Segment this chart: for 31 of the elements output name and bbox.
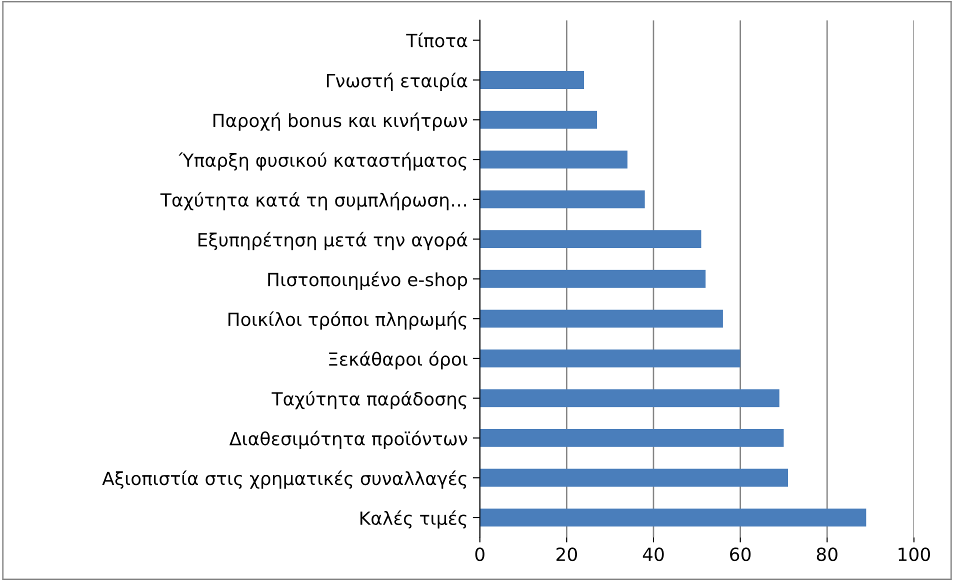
y-tick-label: Πιστοποιημένο e-shop <box>268 272 468 290</box>
bar <box>480 310 723 328</box>
bar <box>480 508 866 526</box>
x-tick-label: 0 <box>475 547 484 562</box>
bar <box>480 190 645 208</box>
bar <box>480 110 598 129</box>
bar <box>480 230 702 248</box>
y-tick-label: Εξυπηρέτηση μετά την αγορά <box>198 232 468 250</box>
x-tick-label: 80 <box>816 547 838 562</box>
bar <box>480 349 740 368</box>
bar <box>480 270 706 288</box>
y-tick-label: Καλές τιμές <box>360 510 466 529</box>
bar <box>480 389 780 408</box>
x-tick-label: 60 <box>730 547 751 562</box>
bar <box>480 150 628 168</box>
bar <box>480 429 784 447</box>
y-tick-label: Ποικίλοι τρόποι πληρωμής <box>228 311 466 330</box>
y-tick-label: Ύπαρξη φυσικού καταστήματος <box>178 152 466 171</box>
y-tick-label: Γνωστή εταιρία <box>326 72 468 91</box>
x-tick-label: 100 <box>898 547 930 562</box>
y-tick-label: Τίποτα <box>406 32 468 48</box>
y-tick-label: Ταχύτητα κατά τη συμπλήρωση… <box>160 192 466 210</box>
x-tick-label: 20 <box>556 547 577 562</box>
bar <box>480 71 584 89</box>
bar <box>480 468 788 487</box>
y-tick-label: Ταχύτητα παράδοσης <box>272 390 466 410</box>
y-tick-label: Διαθεσιμότητα προϊόντων <box>229 430 468 449</box>
y-tick-label: Παροχή bonus και κινήτρων <box>213 112 468 131</box>
y-tick-label: Ξεκάθαροι όροι <box>329 351 468 370</box>
y-tick-label: Αξιοπιστία στις χρηματικές συναλλαγές <box>102 470 466 489</box>
x-tick-label: 40 <box>642 547 664 562</box>
